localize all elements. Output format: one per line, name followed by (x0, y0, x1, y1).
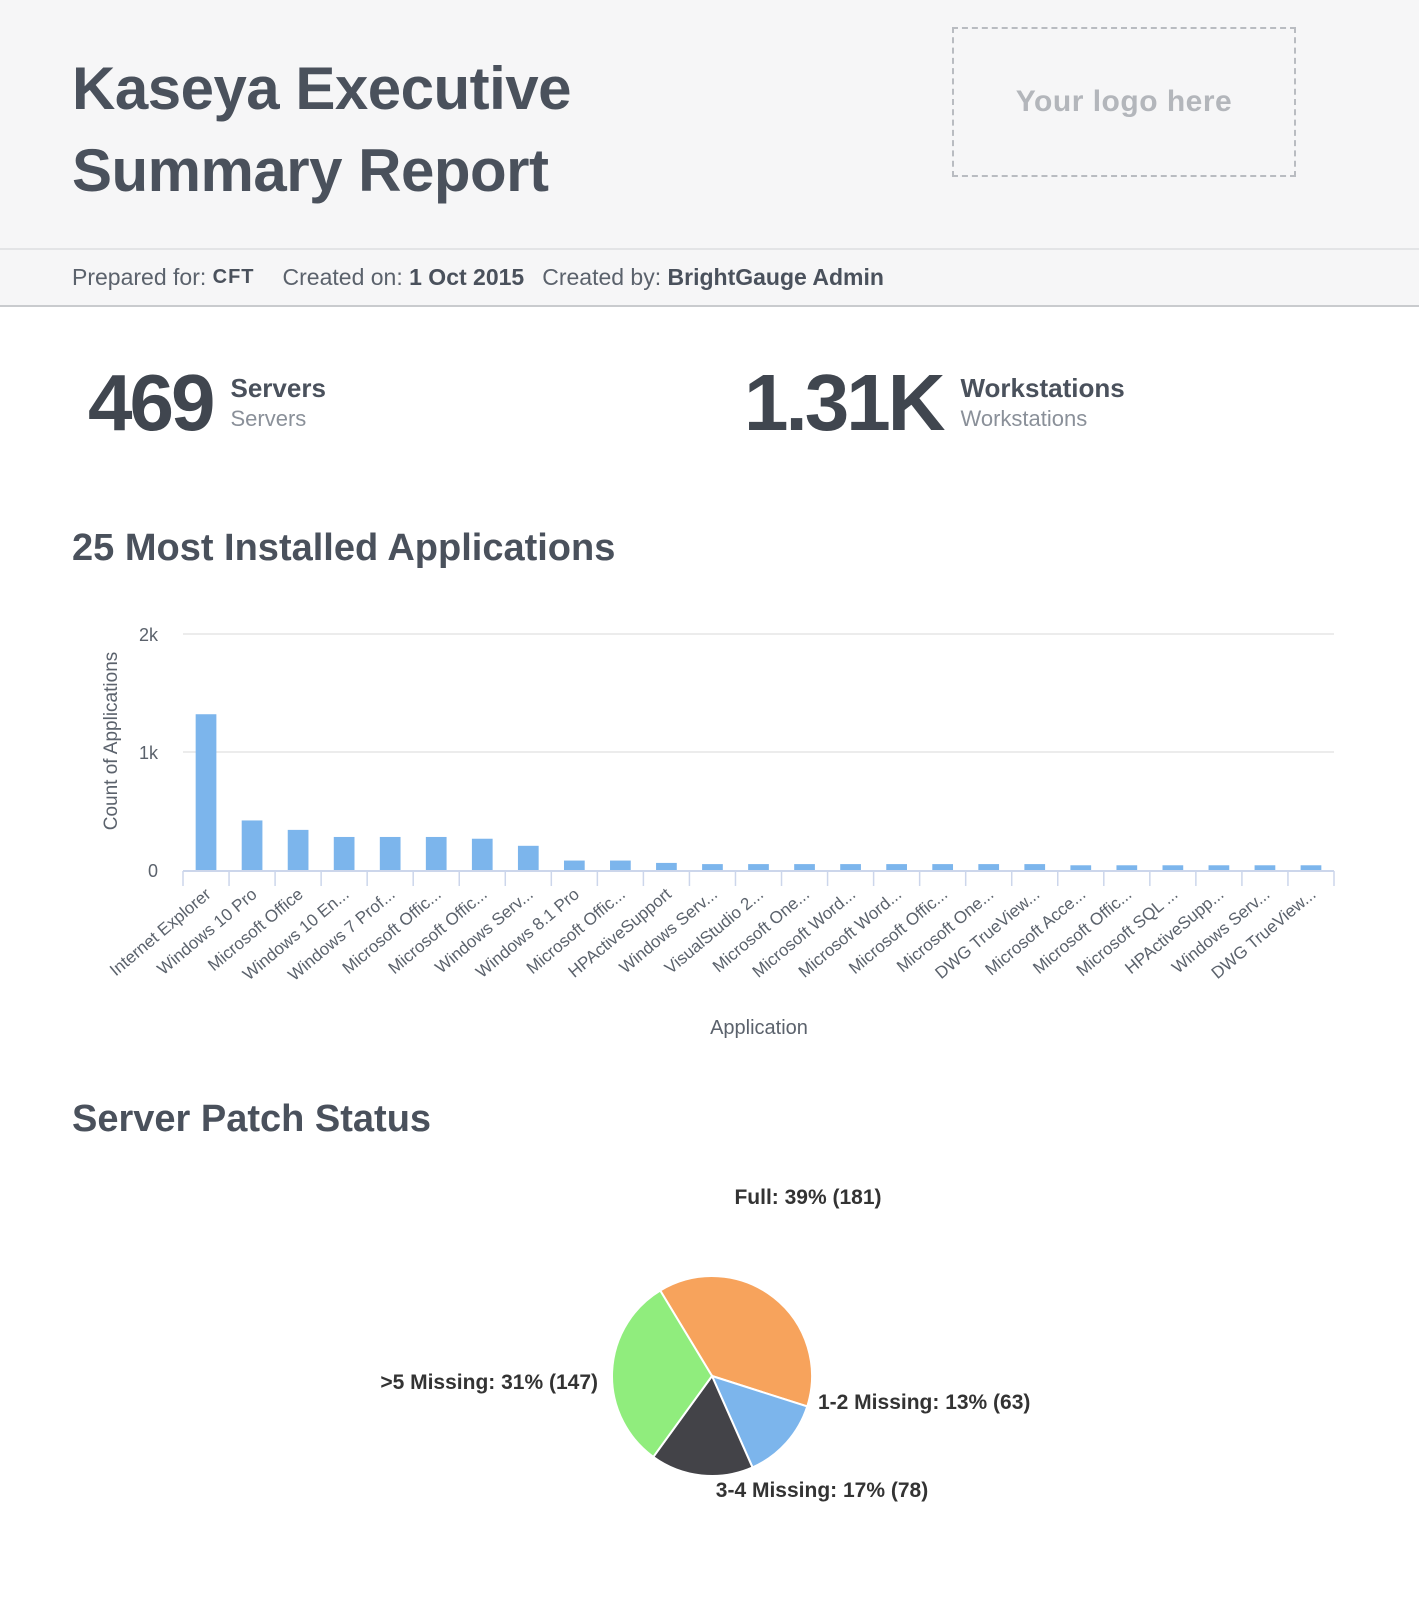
bar-chart-y-ticks: 0 1k 2k (139, 625, 159, 881)
bar-chart-x-axis-title: Application (710, 1017, 808, 1039)
report-meta-bar: Prepared for: CFT Created on: 1 Oct 2015… (0, 250, 1419, 307)
kpi-workstations-label: Workstations (960, 373, 1125, 403)
kpi-servers-sublabel: Servers (230, 406, 307, 431)
pie-slice (658, 1275, 813, 1408)
bar (1300, 865, 1322, 870)
bar (978, 864, 1000, 870)
kpi-workstations: 1.31K Workstations Workstations (744, 355, 1125, 451)
server-patch-pie-chart: Full: 39% (181) 1-2 Missing: 13% (63) 3-4 … (380, 1186, 1030, 1502)
report-title: Kaseya Executive Summary Report (72, 48, 572, 212)
y-tick-label: 1k (139, 743, 159, 763)
kpi-servers-label: Servers (230, 373, 326, 403)
bar-chart-x-axis (182, 870, 1335, 886)
bar (886, 864, 907, 870)
bar (1070, 865, 1092, 870)
bar (932, 864, 954, 870)
bar (840, 864, 861, 870)
section-title-apps: 25 Most Installed Applications (72, 527, 616, 569)
pie-chart-labels: Full: 39% (181) 1-2 Missing: 13% (63) 3-4 … (380, 1186, 1030, 1502)
bar (794, 864, 815, 870)
bar (425, 836, 447, 870)
created-on-value: 1 Oct 2015 (409, 264, 525, 290)
kpi-workstations-sublabel: Workstations (960, 406, 1088, 431)
bar (333, 836, 355, 870)
bar (1254, 865, 1276, 870)
bar (1024, 864, 1046, 870)
created-by-value: BrightGauge Admin (667, 264, 884, 290)
bar (1208, 865, 1230, 870)
report-title-line1: Kaseya Executive (72, 55, 572, 122)
prepared-for-value: CFT (212, 266, 255, 288)
bar (241, 820, 263, 870)
bar (563, 860, 585, 870)
section-title-patch: Server Patch Status (72, 1098, 432, 1140)
prepared-for-label: Prepared for: (72, 264, 207, 290)
logo-placeholder: Your logo here (952, 27, 1296, 177)
bar (471, 838, 493, 870)
bar (1162, 865, 1184, 870)
pie-slice-label: 1-2 Missing: 13% (63) (818, 1391, 1030, 1414)
kpi-servers-value: 469 (88, 358, 215, 447)
pie-slice-label: 3-4 Missing: 17% (78) (716, 1479, 928, 1502)
bar (748, 864, 769, 870)
bar (702, 864, 723, 870)
bar (287, 829, 309, 870)
logo-placeholder-text: Your logo here (1015, 85, 1233, 118)
pie-slice (611, 1289, 714, 1459)
pie-slice-label: >5 Missing: 31% (147) (380, 1371, 598, 1394)
bar (379, 836, 401, 870)
bar-chart-bars (195, 714, 1322, 870)
bar (195, 714, 217, 870)
pie-slice (710, 1374, 809, 1469)
pie-slice-label: Full: 39% (181) (734, 1186, 881, 1209)
created-on-label: Created on: (282, 264, 403, 290)
bar (517, 845, 539, 870)
report-title-line2: Summary Report (72, 137, 549, 204)
bar-chart-gridlines (183, 633, 1334, 753)
created-by-label: Created by: (542, 264, 662, 290)
report-header: Kaseya Executive Summary Report Your log… (0, 0, 1419, 250)
kpi-workstations-value: 1.31K (744, 358, 945, 447)
pie-slice (651, 1374, 754, 1477)
y-tick-label: 2k (139, 625, 159, 645)
bar (656, 862, 677, 870)
pie-chart-slices (611, 1275, 813, 1477)
bar-chart-y-axis-title: Count of Applications (101, 652, 122, 831)
y-tick-label: 0 (148, 861, 158, 881)
bar (610, 860, 631, 870)
kpi-servers: 469 Servers Servers (88, 355, 326, 451)
bar (1116, 865, 1138, 870)
